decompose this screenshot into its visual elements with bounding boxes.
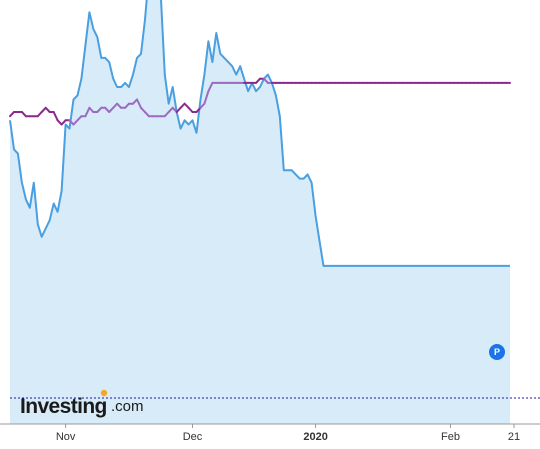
p-marker-circle[interactable] — [489, 344, 505, 360]
series-b-segment — [207, 81, 214, 93]
series-b-segment — [84, 106, 91, 118]
logo-domain-text: .com — [111, 398, 144, 415]
logo-accent-dot — [100, 389, 108, 397]
series-a-area — [10, 0, 510, 424]
investing-logo: Investing .com — [20, 389, 144, 418]
x-tick-label: Dec — [183, 431, 203, 443]
x-axis-ticks: Nov Dec 2020 Feb 21 — [56, 424, 520, 443]
x-tick-label: Feb — [441, 431, 460, 443]
x-tick-label: Nov — [56, 431, 76, 443]
series-b-segment — [203, 90, 210, 105]
logo-main-text: Investing — [20, 395, 107, 418]
x-tick-label: 2020 — [303, 431, 327, 443]
series-b-segment — [136, 98, 142, 109]
p-marker[interactable]: P — [489, 344, 505, 360]
series-a-line-group — [9, 0, 510, 267]
series-a-area-group — [10, 0, 510, 424]
x-tick-label: 21 — [508, 431, 520, 443]
p-marker-label: P — [494, 347, 500, 357]
series-b-line-group — [9, 77, 511, 126]
series-b-segment — [52, 111, 59, 122]
series-a-line — [9, 0, 510, 267]
